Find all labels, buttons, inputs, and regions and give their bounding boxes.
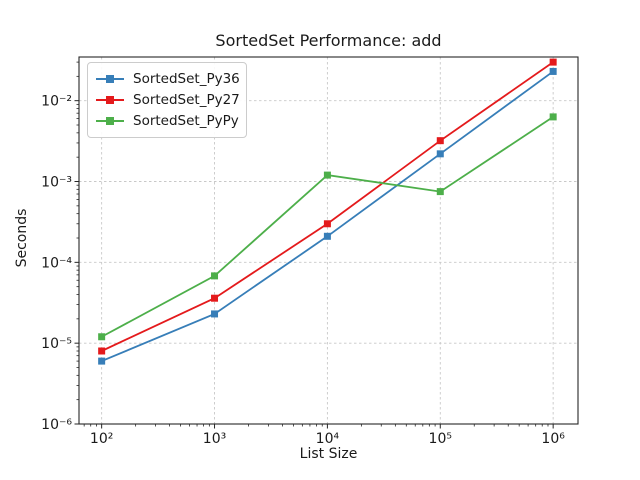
x-tick-label: 10⁶: [541, 431, 565, 447]
x-tick-label: 10³: [203, 431, 226, 447]
data-point-marker-sortedset_pypy: [323, 171, 331, 179]
data-point-marker-sortedset_py36: [211, 310, 219, 318]
x-tick-label: 10²: [90, 431, 113, 447]
axes-border: [78, 56, 579, 425]
legend-line-sample-py27: [96, 96, 124, 104]
data-point-marker-sortedset_pypy: [549, 113, 557, 121]
legend: SortedSet_Py36 SortedSet_Py27 SortedSet_…: [87, 62, 247, 138]
chart-title: SortedSet Performance: add: [215, 31, 442, 50]
legend-label: SortedSet_Py36: [133, 71, 240, 87]
data-point-marker-sortedset_py27: [436, 137, 444, 145]
legend-item-pypy: SortedSet_PyPy: [95, 111, 239, 131]
legend-label: SortedSet_Py27: [133, 92, 240, 108]
data-point-marker-sortedset_py36: [549, 67, 557, 75]
data-point-marker-sortedset_py36: [323, 232, 331, 240]
legend-line-sample-pypy: [96, 117, 124, 125]
x-tick-label: 10⁵: [429, 431, 452, 447]
x-tick-label: 10⁴: [316, 431, 340, 447]
data-point-marker-sortedset_pypy: [98, 333, 106, 341]
y-tick-label: 10⁻⁴: [41, 255, 72, 271]
data-point-marker-sortedset_pypy: [436, 188, 444, 196]
data-point-marker-sortedset_py27: [323, 220, 331, 228]
legend-label: SortedSet_PyPy: [133, 113, 239, 129]
data-point-marker-sortedset_pypy: [211, 272, 219, 280]
data-point-marker-sortedset_py27: [549, 58, 557, 66]
data-point-marker-sortedset_py27: [98, 347, 106, 355]
data-point-marker-sortedset_py36: [98, 357, 106, 365]
y-axis-label: Seconds: [14, 208, 30, 268]
y-tick-label: 10⁻³: [41, 175, 72, 191]
legend-line-sample-py36: [96, 75, 124, 83]
x-axis-label: List Size: [299, 446, 358, 462]
y-tick-label: 10⁻⁵: [41, 336, 72, 352]
y-tick-label: 10⁻⁶: [41, 417, 72, 433]
data-point-marker-sortedset_py36: [436, 150, 444, 158]
data-point-marker-sortedset_py27: [211, 294, 219, 302]
y-tick-label: 10⁻²: [41, 94, 72, 110]
legend-item-py36: SortedSet_Py36: [95, 69, 240, 89]
legend-item-py27: SortedSet_Py27: [95, 90, 240, 110]
